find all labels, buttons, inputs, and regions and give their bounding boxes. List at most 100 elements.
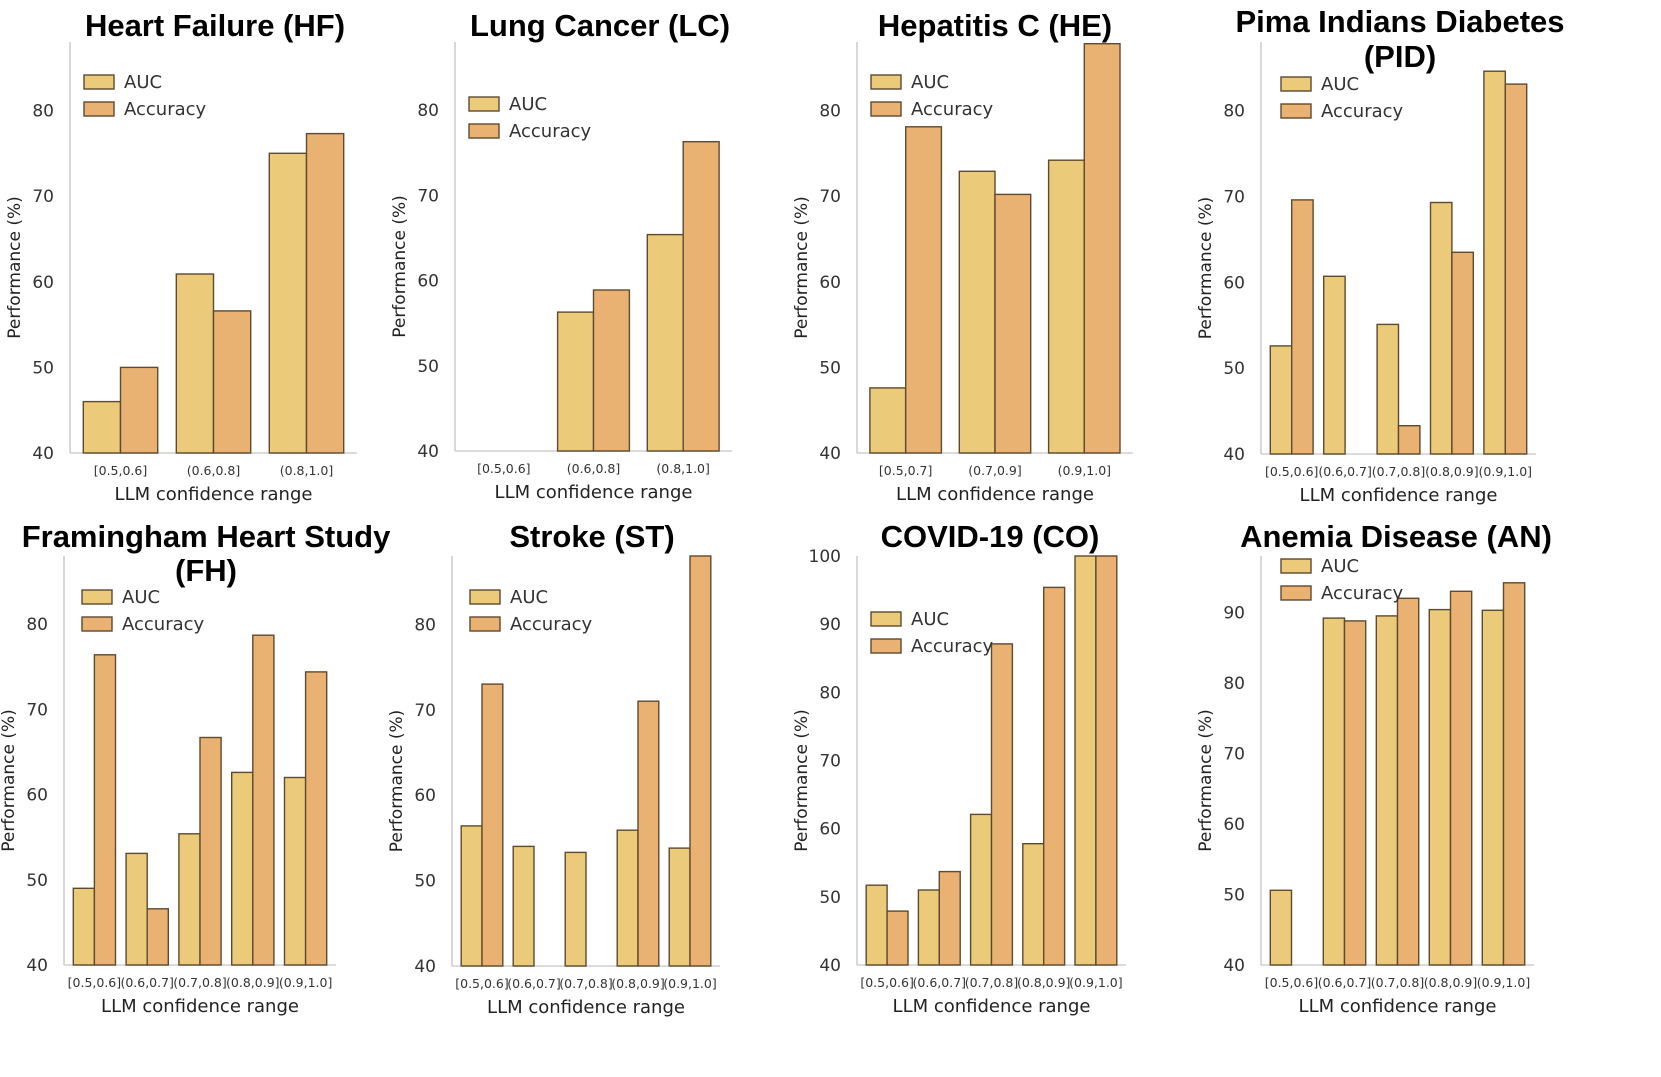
bar-accuracy — [994, 193, 1032, 454]
chart-panel-2: Lung Cancer (LC) 40 50 60 70 80 Performance (%… — [390, 8, 732, 503]
legend-label: AUC — [122, 587, 160, 608]
bar-accuracy — [689, 555, 712, 967]
legend-label: AUC — [911, 609, 949, 630]
y-tick-label: 60 — [819, 273, 841, 293]
chart-title: COVID-19 (CO) — [881, 519, 1100, 554]
legend-swatch-accuracy — [1280, 103, 1312, 119]
legend-swatch-accuracy — [468, 123, 500, 139]
x-tick-label: [0.5,0.6] — [860, 975, 914, 990]
bar-auc — [1269, 889, 1293, 966]
chart-title: Lung Cancer (LC) — [470, 8, 730, 43]
legend-label: Accuracy — [122, 614, 205, 635]
chart-panel-4: Pima Indians Diabetes(PID) 40 50 60 70 80 Perf… — [1196, 4, 1565, 506]
x-tick-label: [0.5,0.6] — [477, 461, 531, 476]
legend-swatch-accuracy — [83, 101, 115, 117]
bar-accuracy — [1095, 555, 1118, 966]
y-axis-label: Performance (%) — [792, 196, 812, 339]
x-tick-label: (0.8,0.9] — [1424, 975, 1478, 990]
y-tick-label: 80 — [819, 102, 841, 122]
x-tick-label: [0.5,0.6] — [455, 976, 509, 991]
y-tick-label: 50 — [32, 358, 54, 378]
y-tick-label: 60 — [26, 786, 48, 806]
x-tick-label: (0.6,0.7] — [1318, 975, 1372, 990]
legend-swatch-auc — [469, 589, 501, 605]
chart-title: Pima Indians Diabetes — [1235, 4, 1564, 39]
y-tick-label: 60 — [819, 820, 841, 840]
bar-accuracy — [481, 683, 504, 967]
bar-auc — [646, 233, 684, 452]
legend-swatch-auc — [468, 96, 500, 112]
chart-title: Anemia Disease (AN) — [1240, 519, 1552, 554]
legend-swatch-auc — [870, 74, 902, 90]
x-axis-label: LLM confidence range — [1300, 485, 1498, 506]
legend-label: AUC — [1321, 74, 1359, 95]
x-tick-label: (0.9,1.0] — [1058, 463, 1112, 478]
y-tick-label: 70 — [414, 701, 436, 721]
legend-label: AUC — [510, 587, 548, 608]
y-axis-label: Performance (%) — [5, 196, 25, 339]
bar-auc — [1047, 159, 1085, 454]
bar-auc — [72, 887, 96, 966]
x-axis-label: LLM confidence range — [101, 996, 299, 1017]
bar-auc — [283, 776, 307, 966]
y-tick-label: 50 — [819, 888, 841, 908]
bar-auc — [564, 851, 587, 967]
y-tick-label: 80 — [417, 101, 439, 121]
y-tick-label: 80 — [1223, 674, 1245, 694]
y-tick-label: 40 — [26, 956, 48, 976]
bar-auc — [1022, 843, 1045, 966]
y-tick-label: 40 — [819, 444, 841, 464]
y-axis-label: Performance (%) — [1196, 197, 1216, 340]
x-axis-label: LLM confidence range — [487, 997, 685, 1018]
chart-panel-8: Anemia Disease (AN) 40 50 60 70 80 90 Performan… — [1196, 519, 1552, 1017]
y-tick-label: 80 — [1223, 102, 1245, 122]
bar-accuracy — [1451, 251, 1475, 455]
y-axis-label: Performance (%) — [792, 709, 812, 852]
y-tick-label: 60 — [417, 272, 439, 292]
y-tick-label: 50 — [26, 871, 48, 891]
bar-auc — [268, 152, 308, 454]
y-tick-label: 50 — [1223, 359, 1245, 379]
y-tick-label: 50 — [819, 358, 841, 378]
legend-swatch-accuracy — [81, 616, 113, 632]
y-axis-label: Performance (%) — [390, 195, 410, 338]
x-tick-label: (0.7,0.8] — [173, 975, 227, 990]
y-tick-label: 80 — [819, 683, 841, 703]
legend-label: AUC — [124, 72, 162, 93]
bar-accuracy — [592, 289, 631, 452]
bar-accuracy — [199, 736, 222, 966]
x-tick-label: (0.6,0.7] — [1318, 464, 1372, 479]
bar-accuracy — [1396, 597, 1420, 966]
legend-swatch-accuracy — [1280, 585, 1312, 601]
legend-swatch-auc — [81, 589, 113, 605]
bar-auc — [1429, 201, 1453, 455]
x-tick-label: (0.6,0.8] — [567, 461, 621, 476]
bar-auc — [82, 400, 122, 454]
bar-accuracy — [1502, 582, 1526, 966]
chart-panel-5: Framingham Heart Study(FH) 40 50 60 70 80 Perf… — [0, 519, 391, 1017]
y-axis-label: Performance (%) — [387, 710, 407, 853]
y-tick-label: 90 — [819, 615, 841, 635]
bar-auc — [1481, 609, 1505, 966]
legend: AUC Accuracy — [870, 72, 994, 120]
y-tick-label: 40 — [1223, 445, 1245, 465]
y-axis-label: Performance (%) — [1196, 709, 1216, 852]
chart-title: Stroke (ST) — [509, 519, 674, 554]
bar-accuracy — [1042, 586, 1066, 966]
x-tick-label: (0.8,0.9] — [1425, 464, 1479, 479]
y-tick-label: 50 — [417, 357, 439, 377]
x-tick-label: [0.5,0.6] — [68, 975, 122, 990]
legend-label: Accuracy — [911, 99, 994, 120]
x-tick-label: (0.8,1.0] — [656, 461, 710, 476]
x-tick-label: [0.5,0.6] — [1265, 975, 1319, 990]
chart-panel-6: Stroke (ST) 40 50 60 70 80 Performance (%) [0.5… — [387, 519, 720, 1018]
y-tick-label: 70 — [1223, 188, 1245, 208]
y-tick-label: 60 — [1223, 815, 1245, 835]
y-tick-label: 60 — [1223, 273, 1245, 293]
chart-panel-7: COVID-19 (CO) 40 50 60 70 80 90 100 Performance … — [792, 519, 1126, 1017]
y-tick-label: 50 — [1223, 885, 1245, 905]
x-axis-label: LLM confidence range — [495, 482, 693, 503]
bar-accuracy — [1504, 83, 1528, 455]
legend: AUC Accuracy — [1280, 74, 1404, 122]
